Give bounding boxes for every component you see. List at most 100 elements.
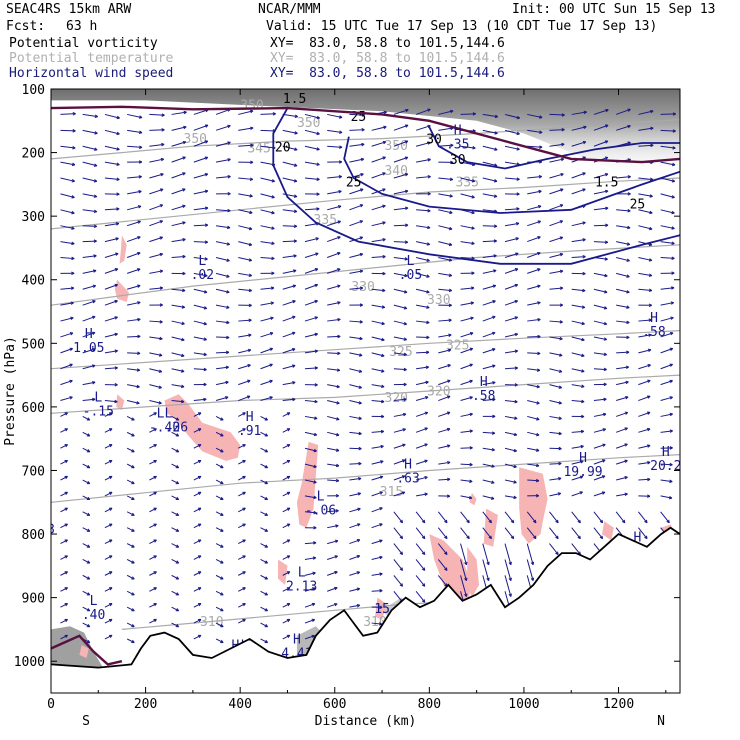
wind-vector-head xyxy=(250,126,254,131)
wind-vector xyxy=(527,252,541,258)
theta-contour-315 xyxy=(51,454,680,503)
wind-vector-head xyxy=(271,195,275,199)
wind-vector-head xyxy=(197,444,202,448)
wind-vector-head xyxy=(292,300,296,304)
wind-vector-head xyxy=(404,124,409,128)
wind-vector-head xyxy=(644,535,648,540)
wind-vector-head xyxy=(581,321,585,326)
wind-vector-head xyxy=(604,290,608,294)
wind-vector xyxy=(149,204,163,211)
wind-vector xyxy=(349,523,361,529)
wind-vector-head xyxy=(336,368,341,372)
wind-vector-head xyxy=(316,177,320,181)
wind-vector-head xyxy=(64,459,68,464)
wind-vector-head xyxy=(360,157,365,162)
wind-vector xyxy=(171,288,186,292)
wind-vector xyxy=(282,193,297,198)
wind-vector-head xyxy=(264,449,269,453)
wind-vector xyxy=(60,161,76,166)
wind-vector xyxy=(571,221,586,227)
wind-vector xyxy=(193,288,208,293)
wind-vector-head xyxy=(379,555,383,560)
wind-vector-head xyxy=(220,496,224,501)
wind-vector xyxy=(415,411,428,417)
wind-vector-head xyxy=(358,461,362,466)
wind-vector xyxy=(437,527,448,539)
wind-vector-head xyxy=(250,160,254,165)
wind-vector xyxy=(638,395,651,402)
wind-vector xyxy=(482,463,495,468)
wind-vector xyxy=(549,492,561,497)
wind-vector-head xyxy=(583,125,587,130)
wind-vector-head xyxy=(399,583,404,587)
wind-vector-head xyxy=(175,449,180,453)
wind-vector-head xyxy=(669,446,673,450)
wind-vector-head xyxy=(338,175,342,179)
wind-vector-head xyxy=(492,364,496,368)
wind-vector-head xyxy=(91,364,96,368)
wind-vector xyxy=(660,177,675,182)
wind-vector xyxy=(504,208,520,211)
wind-vector-head xyxy=(405,206,409,211)
wind-vector xyxy=(504,400,518,403)
pv-negative-region xyxy=(116,394,125,411)
wind-vector xyxy=(327,268,341,274)
wind-vector xyxy=(504,252,519,258)
wind-vector-head xyxy=(182,172,186,176)
wind-vector-head xyxy=(513,464,517,469)
wind-vector-head xyxy=(70,286,75,290)
wind-vector xyxy=(260,638,268,644)
wind-vector-head xyxy=(404,257,408,261)
wind-vector xyxy=(660,380,673,386)
wind-vector-head xyxy=(175,480,180,485)
wind-vector-head xyxy=(138,160,143,164)
wind-vector xyxy=(282,240,297,243)
wind-vector-head xyxy=(381,305,386,309)
wind-vector xyxy=(393,156,408,163)
wind-vector-head xyxy=(86,639,91,644)
wind-vector xyxy=(416,158,431,163)
wind-vector xyxy=(371,352,385,357)
wind-vector xyxy=(371,523,383,529)
wind-vector-head xyxy=(286,491,291,495)
wind-vector-head xyxy=(537,334,541,339)
wind-vector xyxy=(260,287,274,290)
wind-vector-head xyxy=(248,333,252,338)
wind-vector xyxy=(393,320,407,325)
wind-vector-head xyxy=(360,188,364,192)
wind-vector-head xyxy=(602,412,607,417)
wind-vector-head xyxy=(469,479,473,483)
wind-vector xyxy=(527,268,541,274)
wind-vector xyxy=(104,603,113,608)
wind-vector xyxy=(82,225,97,227)
wind-vector-head xyxy=(381,369,385,373)
wind-vector xyxy=(327,190,342,195)
wind-vector xyxy=(616,460,628,465)
wind-vector xyxy=(104,412,113,417)
wind-vector xyxy=(149,571,157,576)
wind-vector xyxy=(593,241,608,243)
wind-vector xyxy=(460,193,475,198)
wind-vector xyxy=(260,317,274,322)
wind-vector xyxy=(415,527,426,539)
wind-vector-head xyxy=(382,271,386,276)
wind-vector xyxy=(438,288,452,292)
wind-vector-head xyxy=(624,492,628,497)
wind-vector xyxy=(660,479,673,483)
wind-vector xyxy=(171,255,186,258)
wind-vector xyxy=(416,351,430,354)
wind-vector-head xyxy=(197,491,202,495)
wind-vector xyxy=(549,253,563,258)
wind-vector xyxy=(127,285,141,290)
wind-vector-head xyxy=(93,239,97,243)
wind-vector-head xyxy=(469,412,473,417)
wind-vector xyxy=(149,113,165,116)
wind-vector xyxy=(327,463,340,467)
extremum-value: .58 xyxy=(642,325,665,340)
y-tick-label: 200 xyxy=(22,147,45,162)
wind-vector xyxy=(438,272,452,277)
wind-vector xyxy=(416,366,429,370)
wind-vector-head xyxy=(582,254,586,259)
wind-vector xyxy=(616,320,630,324)
wind-vector-head xyxy=(137,268,141,272)
